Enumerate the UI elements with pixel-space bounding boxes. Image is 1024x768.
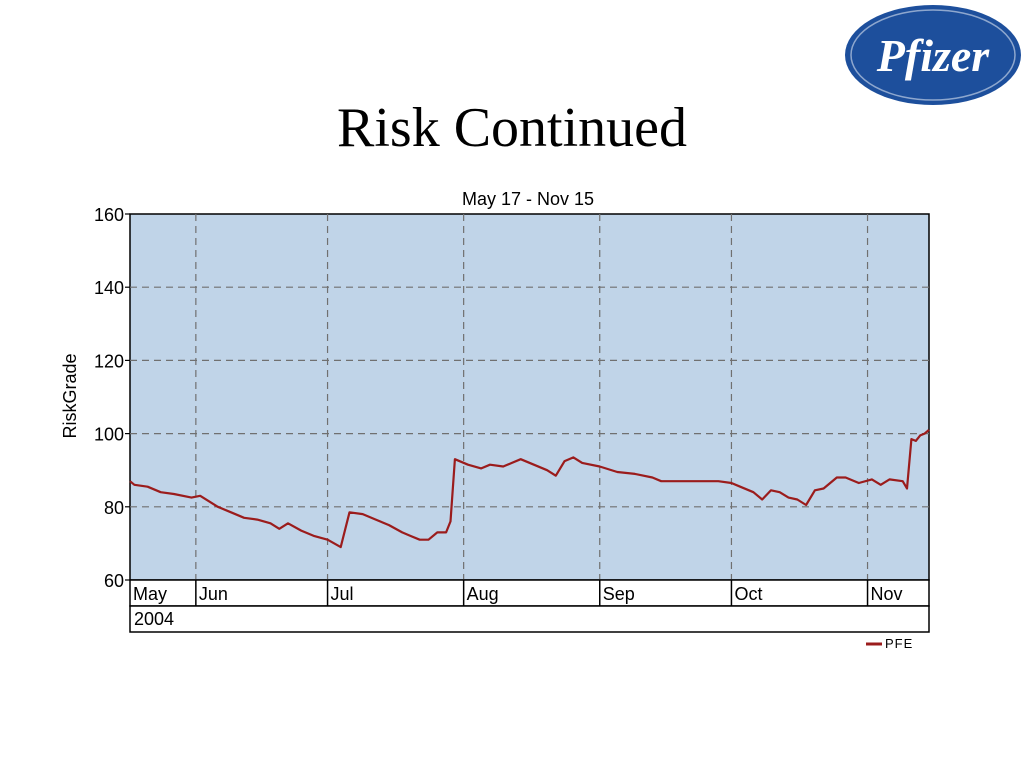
month-label: Jul — [331, 584, 354, 604]
grid-lines — [130, 214, 929, 580]
month-label: Sep — [603, 584, 635, 604]
y-axis-ticks: 60 80 100 120 140 160 — [94, 205, 130, 591]
y-tick-label: 140 — [94, 278, 124, 298]
y-tick-label: 120 — [94, 351, 124, 371]
y-tick-label: 80 — [104, 498, 124, 518]
month-label: May — [133, 584, 167, 604]
chart-title: May 17 - Nov 15 — [462, 189, 594, 209]
month-label: Nov — [871, 584, 903, 604]
year-band — [129, 605, 930, 633]
slide-title: Risk Continued — [336, 97, 688, 159]
legend-label: PFE — [885, 636, 913, 651]
y-axis-label: RiskGrade — [60, 353, 80, 438]
series-group — [129, 429, 930, 549]
year-label: 2004 — [134, 609, 174, 629]
y-tick-label: 160 — [94, 205, 124, 225]
pfizer-logo: Pfizer — [845, 5, 1021, 105]
month-label: Jun — [199, 584, 228, 604]
month-label: Oct — [734, 584, 762, 604]
logo-oval — [845, 5, 1021, 105]
series-line-pfe — [129, 429, 930, 549]
y-tick-label: 60 — [104, 571, 124, 591]
y-tick-label: 100 — [94, 425, 124, 445]
month-band — [129, 579, 930, 607]
logo-wordmark: Pfizer — [876, 30, 991, 81]
month-labels: May Jun Jul Aug Sep Oct Nov — [133, 580, 903, 606]
legend: PFE — [866, 636, 913, 651]
month-label: Aug — [467, 584, 499, 604]
plot-area — [129, 213, 930, 581]
